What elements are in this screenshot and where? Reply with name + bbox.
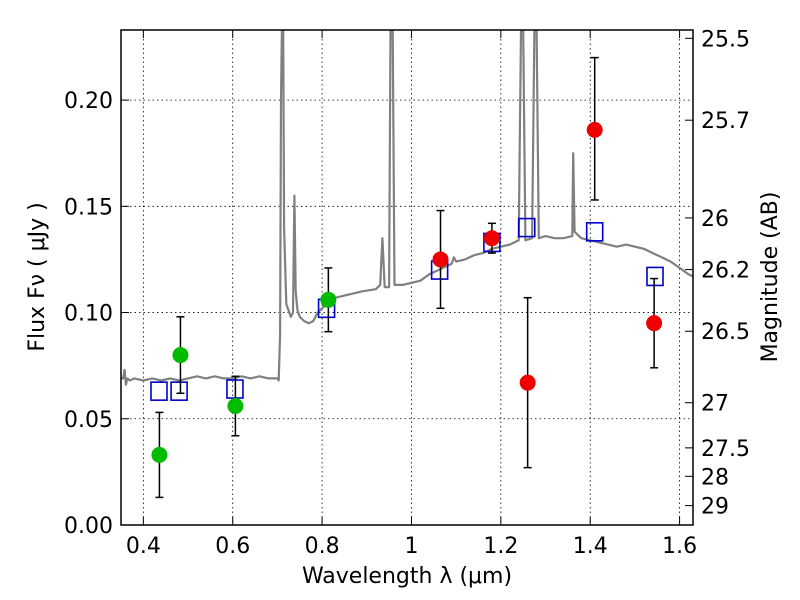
mag-tick-label: 25.5 [701, 27, 750, 52]
photometry-point [483, 230, 500, 247]
x-tick-label: 1 [404, 534, 418, 559]
photometry-point [519, 374, 536, 391]
x-tick-label: 0.6 [215, 534, 250, 559]
mag-tick-label: 29 [701, 495, 729, 520]
photometry-point [227, 398, 244, 415]
axes: 0.4 0.6 0.8 1 1.2 1.4 1.6 0.00 0.05 0.10 0.15 0.20 2… [64, 27, 750, 559]
model-spectrum-line [121, 30, 693, 386]
photometry-point [172, 347, 189, 364]
grid [121, 30, 693, 525]
model-flux-square [585, 222, 604, 242]
plot-area [121, 30, 693, 499]
x-tick-label: 0.8 [305, 534, 340, 559]
x-tick-label: 1.2 [483, 534, 518, 559]
x-tick-label: 1.6 [662, 534, 697, 559]
plot-frame [120, 29, 694, 526]
model-flux-square [646, 266, 664, 287]
mag-tick-label: 27.5 [701, 437, 750, 462]
y-tick-label: 0.00 [64, 514, 113, 539]
x-tick-label: 1.4 [573, 534, 608, 559]
y-axis-label-right: Magnitude (AB) [758, 192, 783, 363]
model-flux-square [517, 217, 536, 238]
y-tick-label: 0.20 [64, 89, 113, 114]
mag-tick-label: 26.5 [701, 320, 750, 345]
y-axis-label-left: Flux Fν ( μJy ) [25, 202, 50, 351]
y-tick-label: 0.05 [64, 408, 113, 433]
mag-tick-label: 26.2 [701, 259, 750, 284]
y-tick-label: 0.15 [64, 195, 113, 220]
x-axis-label: Wavelength λ (μm) [302, 564, 512, 589]
photometry-point [151, 446, 168, 463]
model-flux-square [170, 381, 188, 401]
photometry-point [646, 315, 663, 332]
mag-tick-label: 26 [701, 207, 729, 232]
mag-tick-label: 25.7 [701, 109, 750, 134]
mag-tick-label: 27 [701, 392, 729, 417]
photometry-point [320, 291, 337, 308]
y-tick-label: 0.10 [64, 302, 113, 327]
model-flux-square [150, 381, 168, 401]
mag-tick-label: 28 [701, 465, 729, 490]
photometry-point [586, 121, 603, 138]
x-tick-label: 0.4 [126, 534, 161, 559]
photometry-point [432, 251, 449, 268]
